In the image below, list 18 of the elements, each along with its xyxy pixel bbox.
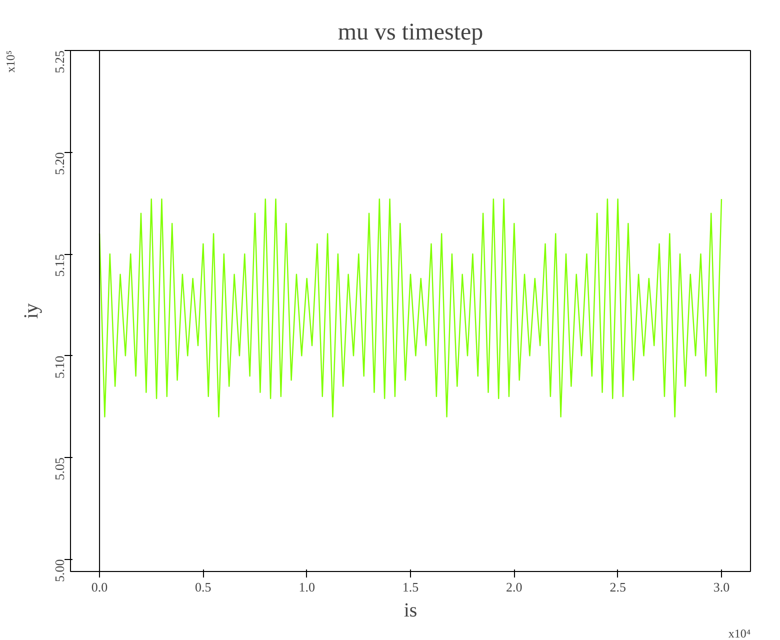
x-tick-label: 2.5 — [610, 580, 626, 594]
text: x10⁴ — [728, 626, 751, 640]
y-tick-label: 5.20 — [52, 152, 67, 176]
y-tick-label: 5.10 — [52, 356, 67, 379]
y-tick-label: 5.00 — [52, 559, 67, 582]
x-tick-label: 2.0 — [506, 580, 522, 594]
x-tick-label: 0.5 — [195, 580, 212, 594]
y-tick-label: 5.15 — [52, 254, 67, 277]
x-axis-title: is — [404, 600, 418, 622]
x-tick-label: 1.0 — [298, 580, 315, 594]
x-tick-label: 1.5 — [402, 580, 419, 594]
x-tick-label: 3.0 — [713, 580, 730, 594]
y-tick-label: 5.25 — [52, 50, 67, 74]
chart-title: mu vs timestep — [338, 20, 484, 46]
y-tick-label: 5.05 — [52, 458, 67, 480]
x-tick-label: 0.0 — [91, 580, 108, 594]
y-axis-title: iy — [20, 303, 42, 319]
text: x10⁵ — [4, 50, 18, 73]
